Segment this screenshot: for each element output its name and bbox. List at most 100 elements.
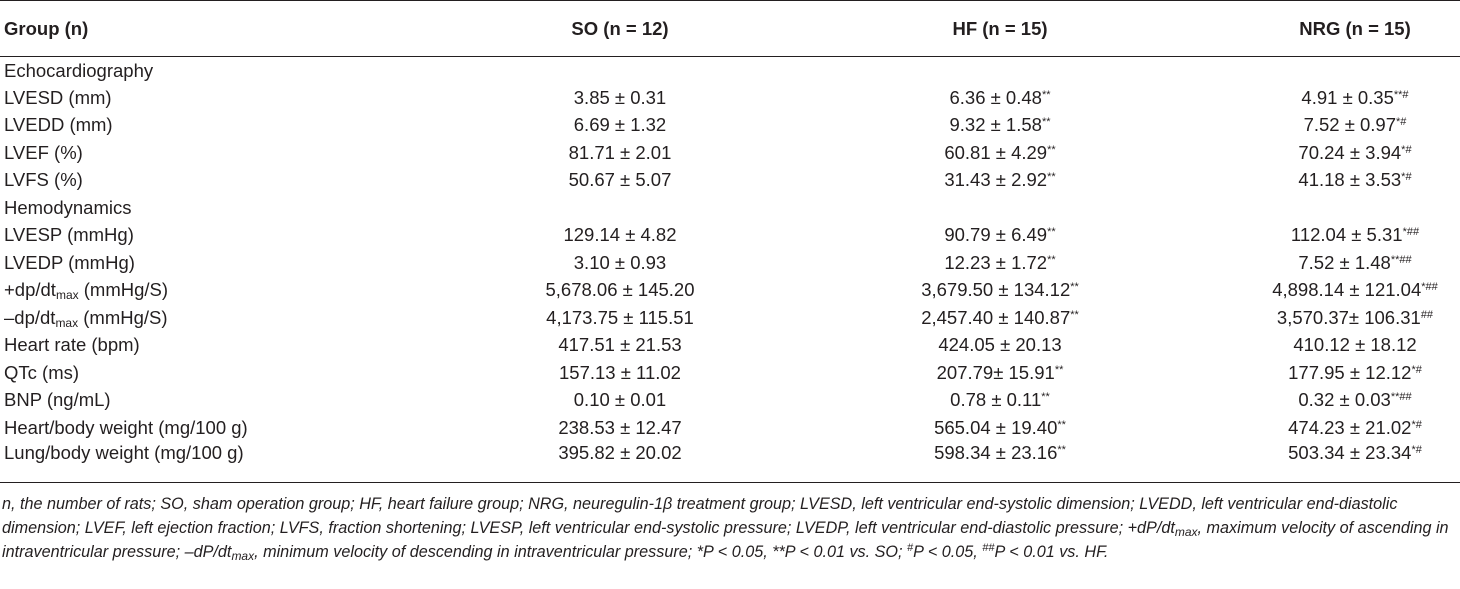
table-row: QTc (ms) 157.13 ± 11.02 207.79± 15.91** 177… bbox=[0, 359, 1460, 387]
table-row: LVEF (%) 81.71 ± 2.01 60.81 ± 4.29** 70.24 … bbox=[0, 139, 1460, 167]
cell-value: 4.91 ± 0.35 bbox=[1301, 86, 1394, 108]
significance-marker: ** bbox=[1041, 116, 1051, 129]
cell-value: 177.95 ± 12.12 bbox=[1288, 361, 1412, 383]
significance-marker: ** bbox=[1054, 363, 1064, 376]
cell-value: 50.67 ± 5.07 bbox=[568, 169, 672, 191]
cell-value: 503.34 ± 23.34 bbox=[1288, 441, 1412, 463]
cell-value: 41.18 ± 3.53 bbox=[1298, 169, 1402, 191]
cell-nrg: 7.52 ± 1.48**## bbox=[1190, 249, 1460, 277]
cell-value: 81.71 ± 2.01 bbox=[568, 141, 672, 163]
significance-marker: **## bbox=[1390, 253, 1412, 266]
row-label: +dp/dtmax (mmHg/S) bbox=[0, 277, 430, 305]
table-row: LVEDD (mm) 6.69 ± 1.32 9.32 ± 1.58** 7.52 ±… bbox=[0, 112, 1460, 140]
row-label: –dp/dtmax (mmHg/S) bbox=[0, 304, 430, 332]
cell-so: 417.51 ± 21.53 bbox=[430, 332, 810, 360]
cell-value: 565.04 ± 19.40 bbox=[934, 416, 1058, 438]
cell-value: 2,457.40 ± 140.87 bbox=[921, 306, 1071, 328]
significance-marker: ** bbox=[1047, 171, 1056, 184]
row-label-part: +dp/dt bbox=[4, 279, 56, 301]
footnote-sub-1: max bbox=[1174, 525, 1198, 539]
significance-marker: ** bbox=[1041, 391, 1050, 404]
cell-value: 112.04 ± 5.31 bbox=[1290, 224, 1403, 246]
cell-value: 424.05 ± 20.13 bbox=[938, 334, 1062, 356]
row-label-subscript: max bbox=[55, 315, 79, 330]
cell-so: 238.53 ± 12.47 bbox=[430, 414, 810, 442]
footnote-text-5: P < 0.01 vs. HF. bbox=[994, 543, 1109, 561]
significance-marker: ** bbox=[1041, 88, 1051, 101]
cell-value: 598.34 ± 23.16 bbox=[934, 441, 1058, 463]
row-label-part: –dp/dt bbox=[4, 306, 56, 328]
significance-marker: ** bbox=[1070, 281, 1079, 294]
cell-hf: 2,457.40 ± 140.87** bbox=[810, 304, 1190, 332]
cell-value: 31.43 ± 2.92 bbox=[944, 169, 1048, 191]
cell-hf: 207.79± 15.91** bbox=[810, 359, 1190, 387]
table-footnote: n, the number of rats; SO, sham operatio… bbox=[2, 492, 1454, 564]
cell-hf: 9.32 ± 1.58** bbox=[810, 112, 1190, 140]
significance-marker: *# bbox=[1411, 418, 1422, 431]
significance-marker: ** bbox=[1047, 226, 1056, 239]
cell-nrg: 503.34 ± 23.34*# bbox=[1190, 442, 1460, 470]
table-row: LVESD (mm) 3.85 ± 0.31 6.36 ± 0.48** 4.91 ±… bbox=[0, 84, 1460, 112]
cell-hf: 3,679.50 ± 134.12** bbox=[810, 277, 1190, 305]
row-label: LVEDP (mmHg) bbox=[4, 251, 135, 273]
row-label: LVEF (%) bbox=[4, 141, 83, 163]
significance-marker: ** bbox=[1070, 308, 1079, 321]
significance-marker: ** bbox=[1047, 253, 1056, 266]
cell-so: 81.71 ± 2.01 bbox=[430, 139, 810, 167]
cell-so: 50.67 ± 5.07 bbox=[430, 167, 810, 195]
footnote-sub-2: max bbox=[231, 549, 255, 563]
cell-value: 0.78 ± 0.11 bbox=[950, 389, 1042, 411]
section-label: Echocardiography bbox=[4, 59, 154, 81]
row-label: LVESD (mm) bbox=[4, 86, 112, 108]
cell-value: 0.32 ± 0.03 bbox=[1298, 389, 1391, 411]
cell-nrg: 41.18 ± 3.53*# bbox=[1190, 167, 1460, 195]
cell-so: 157.13 ± 11.02 bbox=[430, 359, 810, 387]
row-label: Lung/body weight (mg/100 g) bbox=[4, 441, 244, 463]
cell-so: 5,678.06 ± 145.20 bbox=[430, 277, 810, 305]
cell-nrg: 4.91 ± 0.35**# bbox=[1190, 84, 1460, 112]
table-row: Heart rate (bpm) 417.51 ± 21.53 424.05 ± 2… bbox=[0, 332, 1460, 360]
table-row: LVEDP (mmHg) 3.10 ± 0.93 12.23 ± 1.72** 7.5… bbox=[0, 249, 1460, 277]
cell-so: 395.82 ± 20.02 bbox=[430, 442, 810, 470]
cell-value: 7.52 ± 0.97 bbox=[1303, 114, 1397, 136]
table-row: BNP (ng/mL) 0.10 ± 0.01 0.78 ± 0.11** 0.32 … bbox=[0, 387, 1460, 415]
row-label-subscript: max bbox=[55, 288, 79, 303]
significance-marker: *## bbox=[1402, 226, 1420, 239]
cell-value: 90.79 ± 6.49 bbox=[944, 224, 1048, 246]
cell-so: 3.10 ± 0.93 bbox=[430, 249, 810, 277]
cell-value: 157.13 ± 11.02 bbox=[559, 361, 681, 383]
cell-value: 70.24 ± 3.94 bbox=[1298, 141, 1402, 163]
header-hf: HF (n = 15) bbox=[810, 0, 1190, 57]
cell-so: 3.85 ± 0.31 bbox=[430, 84, 810, 112]
cell-nrg: 4,898.14 ± 121.04*## bbox=[1190, 277, 1460, 305]
cell-hf: 6.36 ± 0.48** bbox=[810, 84, 1190, 112]
cell-value: 410.12 ± 18.12 bbox=[1293, 334, 1417, 356]
cell-value: 7.52 ± 1.48 bbox=[1298, 251, 1391, 273]
significance-marker: *# bbox=[1411, 363, 1422, 376]
cell-so: 6.69 ± 1.32 bbox=[430, 112, 810, 140]
cell-value: 417.51 ± 21.53 bbox=[558, 334, 682, 356]
cell-value: 129.14 ± 4.82 bbox=[563, 224, 677, 246]
cell-so: 129.14 ± 4.82 bbox=[430, 222, 810, 250]
cell-value: 6.36 ± 0.48 bbox=[949, 86, 1042, 108]
significance-marker: ** bbox=[1057, 418, 1066, 431]
row-label: Heart/body weight (mg/100 g) bbox=[4, 416, 248, 438]
cell-value: 9.32 ± 1.58 bbox=[949, 114, 1042, 136]
cell-value: 207.79± 15.91 bbox=[936, 361, 1055, 383]
cell-hf: 60.81 ± 4.29** bbox=[810, 139, 1190, 167]
row-label: LVEDD (mm) bbox=[4, 114, 113, 136]
row-label: LVESP (mmHg) bbox=[4, 224, 134, 246]
cell-value: 3.85 ± 0.31 bbox=[573, 86, 667, 108]
significance-marker: ## bbox=[1420, 308, 1434, 321]
cell-value: 3,570.37± 106.31 bbox=[1276, 306, 1421, 328]
cell-hf: 90.79 ± 6.49** bbox=[810, 222, 1190, 250]
footnote-text-1: n, the number of rats; SO, sham operatio… bbox=[2, 495, 1398, 537]
table-row: +dp/dtmax (mmHg/S) 5,678.06 ± 145.20 3,679… bbox=[0, 277, 1460, 305]
footnote-text-4: P < 0.05, bbox=[913, 543, 983, 561]
cell-nrg: 177.95 ± 12.12*# bbox=[1190, 359, 1460, 387]
row-label: QTc (ms) bbox=[4, 361, 80, 383]
cell-nrg: 474.23 ± 21.02*# bbox=[1190, 414, 1460, 442]
significance-marker: *# bbox=[1411, 443, 1422, 456]
significance-marker: *## bbox=[1421, 281, 1438, 294]
cell-nrg: 70.24 ± 3.94*# bbox=[1190, 139, 1460, 167]
